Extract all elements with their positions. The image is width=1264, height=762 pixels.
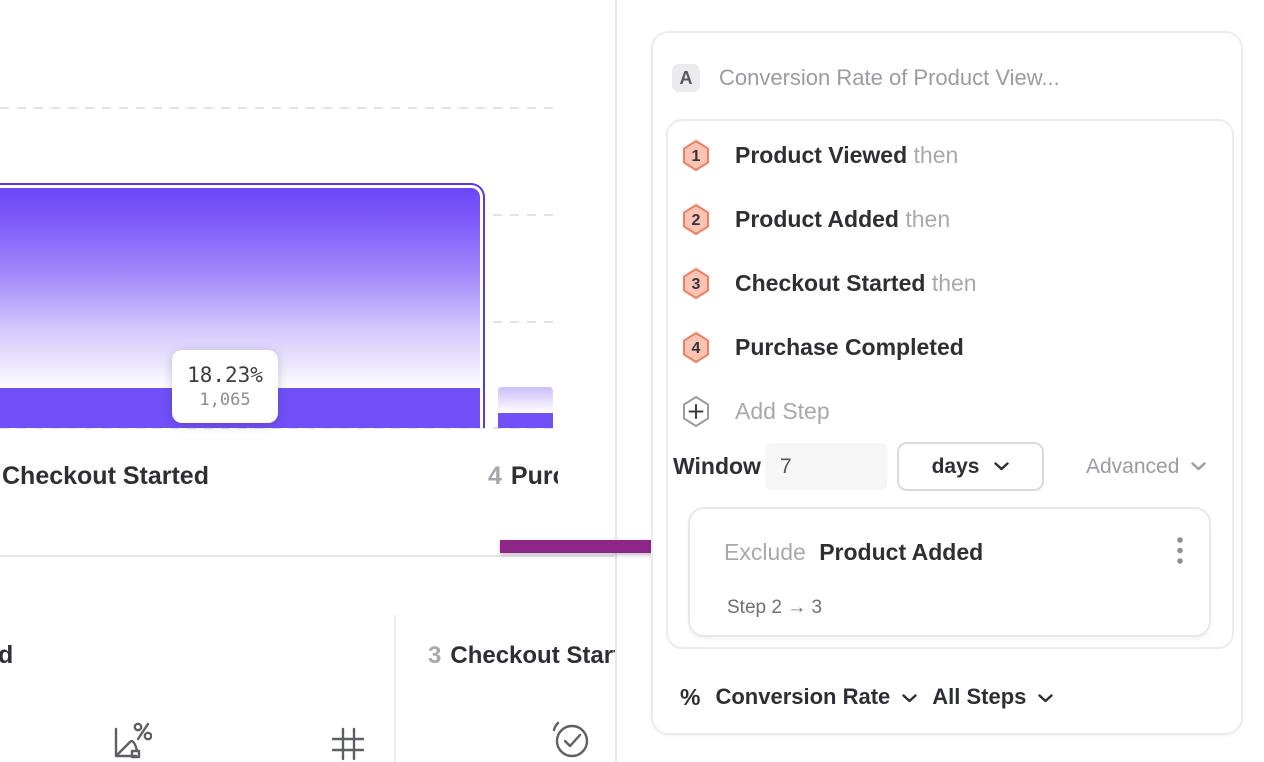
exclude-event-name: Product Added [819, 539, 984, 565]
add-step-button[interactable]: Add Step [682, 395, 830, 427]
baseline-gridline [0, 427, 560, 429]
step-badge-hexagon: 3 [683, 267, 709, 299]
bar-tooltip: 18.23% 1,065 [172, 350, 278, 423]
percent-icon: % [680, 683, 701, 710]
svg-text:4: 4 [692, 340, 701, 357]
step-number: 3 [428, 642, 442, 669]
metric-label: Conversion Rate [715, 684, 891, 709]
exclude-step-range: Step 2 → 3 [727, 597, 823, 618]
breakdown-label-checkout-started: 3 Checkout Started [428, 642, 615, 670]
add-step-label: Add Step [735, 397, 830, 424]
step-suffix: then [913, 141, 959, 168]
add-step-hexagon-plus-icon [683, 395, 709, 427]
advanced-toggle[interactable]: Advanced [1086, 442, 1207, 491]
kebab-menu-icon[interactable] [1176, 536, 1184, 568]
window-label: Window [673, 453, 761, 479]
conversion-chart-percent-icon[interactable] [110, 721, 152, 762]
card-divider [394, 615, 396, 762]
truncated-step-label: d [0, 641, 14, 669]
scope-label: All Steps [932, 684, 1027, 709]
tooltip-percent: 18.23% [187, 363, 263, 387]
window-unit-value: days [931, 454, 980, 478]
time-to-convert-clock-icon[interactable] [548, 714, 596, 762]
panel-header: A Conversion Rate of Product View... [672, 64, 1225, 92]
steps-scope-dropdown[interactable]: All Steps [932, 684, 1054, 710]
exclude-row[interactable]: Exclude Product Added [724, 539, 983, 566]
chevron-down-icon [1191, 462, 1207, 471]
funnel-bar-converted-band [498, 413, 553, 428]
advanced-label: Advanced [1086, 454, 1180, 478]
gridline [0, 107, 556, 109]
step-suffix: then [905, 205, 951, 232]
window-row: Window days Advanced [668, 442, 1228, 491]
exclude-prefix: Exclude [724, 539, 806, 565]
svg-text:3: 3 [692, 276, 701, 293]
tooltip-count: 1,065 [199, 390, 251, 410]
step-event-name: Checkout Started [735, 269, 926, 296]
exclude-card[interactable]: Exclude Product Added Step 2 → 3 [688, 507, 1211, 637]
svg-text:1: 1 [692, 148, 701, 165]
chevron-down-icon [994, 462, 1010, 471]
step-badge-hexagon: 4 [683, 331, 709, 363]
step-suffix: then [931, 269, 977, 296]
totals-hash-icon[interactable] [330, 726, 366, 762]
series-badge[interactable]: A [672, 64, 700, 92]
x-axis-label-purchase-completed: 4 Purchase Completed [488, 462, 558, 491]
vertical-divider [615, 0, 617, 762]
chevron-down-icon [902, 694, 917, 703]
step-event-name: Product Added [735, 205, 899, 232]
horizontal-divider [0, 555, 617, 557]
step-event-name: Product Viewed [735, 141, 908, 168]
funnel-bar-dropoff-gradient [498, 387, 553, 413]
x-axis-label-checkout-started: Checkout Started [2, 462, 209, 490]
step-badge-hexagon: 2 [683, 203, 709, 235]
step-name: Checkout Started [450, 642, 615, 669]
step-row-product-viewed[interactable]: 1 Product Viewed then [682, 139, 958, 171]
step-row-checkout-started[interactable]: 3 Checkout Started then [682, 267, 977, 299]
window-value-input[interactable] [765, 443, 887, 490]
funnel-definition-panel: A Conversion Rate of Product View... 1 P… [651, 31, 1243, 735]
step-badge-hexagon: 1 [683, 139, 709, 171]
chevron-down-icon [1038, 694, 1054, 703]
step-name: Purchase Completed [510, 462, 558, 490]
window-unit-select[interactable]: days [897, 442, 1044, 491]
funnel-bar-purchase-completed[interactable] [498, 387, 553, 428]
step-row-purchase-completed[interactable]: 4 Purchase Completed [682, 331, 964, 363]
step-row-product-added[interactable]: 2 Product Added then [682, 203, 950, 235]
step-event-name: Purchase Completed [735, 333, 964, 360]
step-number: 4 [488, 462, 502, 490]
steps-card: 1 Product Viewed then 2 Product Added th… [666, 119, 1234, 649]
panel-footer: % Conversion Rate All Steps [680, 681, 1054, 713]
svg-text:2: 2 [692, 212, 701, 229]
metric-dropdown[interactable]: Conversion Rate [715, 684, 917, 710]
funnel-title[interactable]: Conversion Rate of Product View... [719, 65, 1060, 90]
